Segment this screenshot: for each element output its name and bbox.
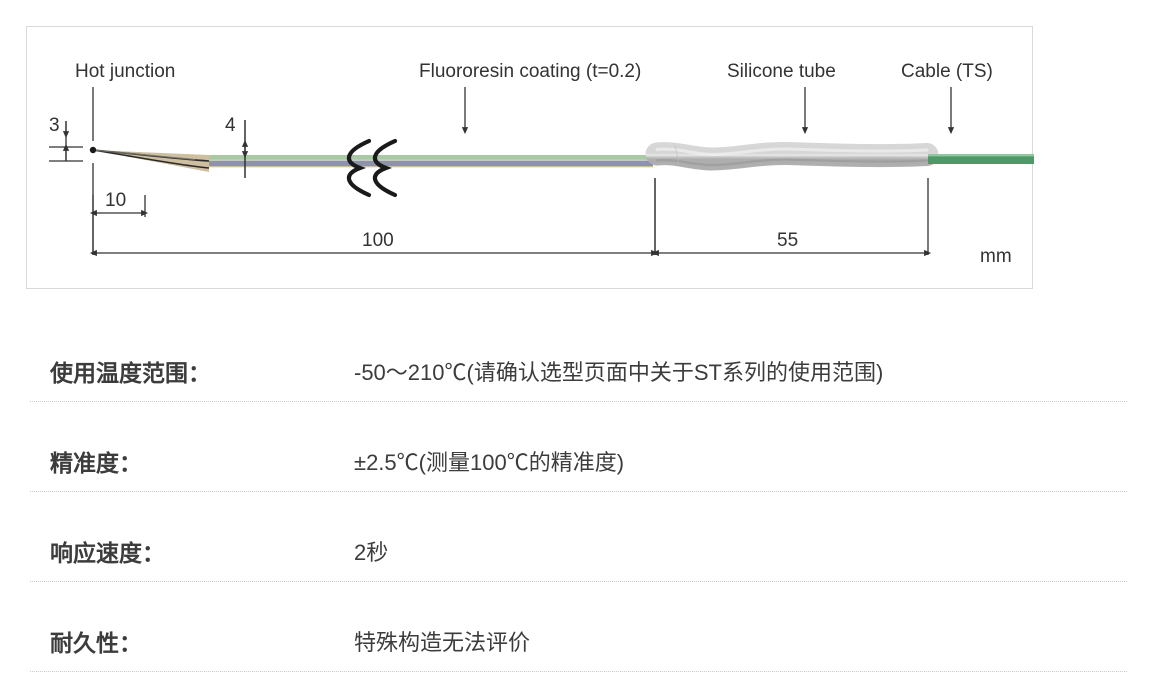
svg-text:mm: mm [980, 246, 1012, 267]
svg-text:Silicone tube: Silicone tube [727, 61, 836, 82]
svg-text:3: 3 [49, 115, 60, 136]
svg-text:100: 100 [362, 230, 394, 251]
svg-text:55: 55 [777, 230, 798, 251]
svg-text:4: 4 [225, 115, 236, 136]
svg-text:Cable (TS): Cable (TS) [901, 61, 993, 82]
svg-text:Hot junction: Hot junction [75, 61, 175, 82]
svg-text:Fluororesin coating (t=0.2): Fluororesin coating (t=0.2) [419, 61, 641, 82]
svg-text:10: 10 [105, 190, 126, 211]
